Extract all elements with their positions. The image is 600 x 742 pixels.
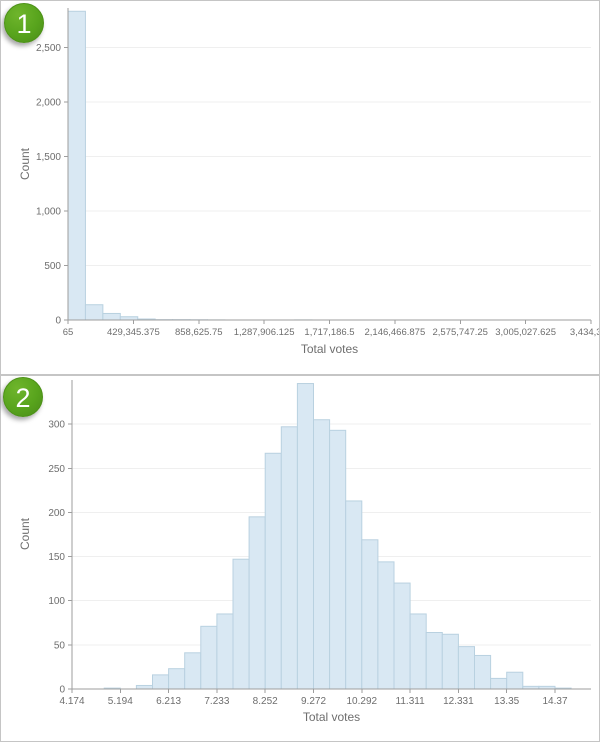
y-tick-label: 0 xyxy=(55,316,61,327)
x-axis-title: Total votes xyxy=(302,710,361,724)
histogram-bar xyxy=(361,539,379,690)
y-tick-label: 250 xyxy=(48,464,65,475)
histogram-bar xyxy=(102,312,121,321)
histogram-bar xyxy=(184,652,202,690)
histogram-bar xyxy=(296,383,314,690)
y-axis-title: Count xyxy=(18,517,32,551)
x-tick-label: 2,575,747.25 xyxy=(433,327,488,338)
y-tick-label: 1,000 xyxy=(36,206,61,217)
x-tick-label: 10.292 xyxy=(347,696,378,707)
x-tick-label: 12.331 xyxy=(443,696,474,707)
x-tick-label: 11.311 xyxy=(396,696,426,707)
histogram-bar xyxy=(377,561,395,690)
histogram-raw-votes: 65 429,345.375 858,625.75 1,287,906.125 1,71… xyxy=(36,8,599,338)
histogram-bar xyxy=(216,613,234,690)
histogram-bar xyxy=(135,684,153,690)
y-tick-label: 1,500 xyxy=(36,152,61,163)
x-tick-label: 5.194 xyxy=(108,696,133,707)
histogram-bar xyxy=(457,646,475,690)
y-tick-label: 500 xyxy=(44,261,61,272)
histogram-bar xyxy=(67,10,86,321)
x-tick-label: 9.272 xyxy=(301,696,326,707)
x-tick-label: 1,287,906.125 xyxy=(234,327,295,338)
x-tick-label: 429,345.375 xyxy=(107,327,160,338)
histogram-log-votes: 4.174 5.194 6.213 7.233 8.252 9.272 10.292 11.3… xyxy=(48,380,591,707)
x-tick-label: 7.233 xyxy=(204,696,229,707)
histogram-bar xyxy=(280,426,298,690)
x-tick-label: 4.174 xyxy=(59,696,84,707)
histogram-bar xyxy=(264,452,282,690)
y-axis-title: Count xyxy=(18,147,32,181)
histogram-bar xyxy=(490,677,508,690)
x-tick-label: 6.213 xyxy=(156,696,181,707)
histogram-bar xyxy=(474,654,492,690)
y-tick-label: 150 xyxy=(48,552,65,563)
x-tick-label: 3,005,027.625 xyxy=(495,327,556,338)
histogram-bar xyxy=(200,625,218,690)
y-tick-label: 0 xyxy=(59,685,65,696)
histogram-bar xyxy=(313,419,331,690)
x-tick-label: 2,146,466.875 xyxy=(364,327,425,338)
histogram-bar xyxy=(393,582,411,690)
histogram-bar xyxy=(506,671,524,690)
histogram-bar xyxy=(168,668,186,690)
x-axis-title: Total votes xyxy=(300,342,359,356)
histogram-bar xyxy=(152,674,170,690)
x-tick-label: 858,625.75 xyxy=(175,327,223,338)
histogram-bar xyxy=(425,631,443,690)
y-tick-label: 2,500 xyxy=(36,43,61,54)
histogram-bar xyxy=(329,429,347,690)
y-tick-label: 200 xyxy=(48,508,65,519)
panel-raw-votes-histogram: 65 429,345.375 858,625.75 1,287,906.125 1,71… xyxy=(0,0,600,375)
histogram-bar xyxy=(84,304,104,321)
x-tick-label: 13.35 xyxy=(494,696,519,707)
histogram-bar xyxy=(345,500,363,690)
x-tick-label: 3,434,308 xyxy=(570,327,599,338)
histogram-bar xyxy=(248,516,266,690)
x-tick-label: 8.252 xyxy=(253,696,278,707)
x-tick-label: 1,717,186.5 xyxy=(304,327,354,338)
step-1-badge: 1 xyxy=(4,3,44,43)
x-tick-label: 14.37 xyxy=(542,696,567,707)
step-2-badge: 2 xyxy=(3,377,43,417)
y-tick-label: 2,000 xyxy=(36,97,61,108)
histogram-bar xyxy=(232,558,250,690)
panel-log-votes-histogram: 4.174 5.194 6.213 7.233 8.252 9.272 10.292 11.3… xyxy=(0,375,600,742)
y-tick-label: 300 xyxy=(48,420,65,431)
y-tick-label: 100 xyxy=(48,596,65,607)
histogram-bar xyxy=(409,613,427,690)
y-tick-label: 50 xyxy=(54,640,66,651)
x-tick-label: 65 xyxy=(63,327,74,338)
histogram-bar xyxy=(441,633,459,690)
